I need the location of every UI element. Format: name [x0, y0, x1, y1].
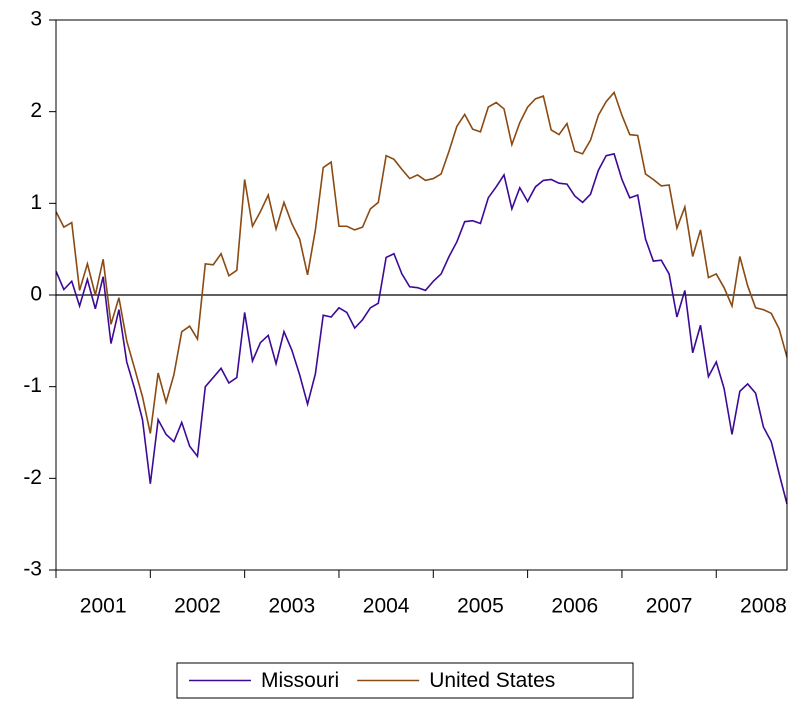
legend-label: Missouri	[261, 669, 339, 692]
y-tick-label: 1	[30, 191, 42, 214]
y-tick-label: -3	[23, 558, 42, 581]
x-tick-label: 2004	[363, 595, 410, 618]
y-tick-label: 3	[30, 8, 42, 31]
x-tick-label: 2005	[457, 595, 504, 618]
plot-frame	[55, 19, 788, 571]
x-tick-label: 2003	[268, 595, 315, 618]
y-tick-label: -2	[23, 466, 42, 489]
series-line	[55, 90, 788, 434]
x-tick-label: 2006	[551, 595, 598, 618]
legend-label: United States	[429, 669, 555, 692]
x-tick-label: 2008	[740, 595, 787, 618]
y-tick-label: 2	[30, 99, 42, 122]
y-tick-label: 0	[30, 283, 42, 306]
y-tick-label: -1	[23, 374, 42, 397]
x-tick-label: 2001	[80, 595, 127, 618]
series-line	[55, 152, 788, 505]
x-tick-label: 2007	[646, 595, 693, 618]
x-tick-label: 2002	[174, 595, 221, 618]
